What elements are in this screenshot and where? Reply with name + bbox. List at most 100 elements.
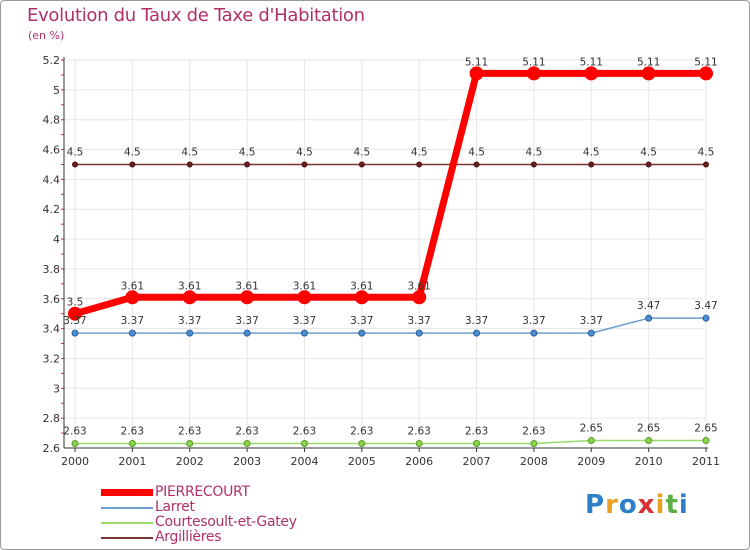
data-label: 4.5 — [239, 146, 256, 158]
data-point — [530, 440, 538, 448]
proxiti-logo: Proxiti — [585, 490, 689, 520]
data-label: 2.63 — [235, 426, 258, 438]
data-point — [641, 66, 656, 81]
data-label: 4.5 — [526, 146, 543, 158]
data-point — [588, 161, 595, 168]
legend-swatch — [101, 536, 153, 539]
x-tick-label: 2007 — [463, 455, 491, 468]
y-tick-label: 3.2 — [43, 352, 61, 365]
logo-letter: t — [665, 490, 679, 520]
logo-letter: r — [605, 490, 619, 520]
data-label: 2.63 — [178, 426, 201, 438]
series-line-2 — [75, 439, 706, 445]
logo-letter: o — [618, 490, 638, 520]
x-tick-label: 2004 — [290, 455, 318, 468]
y-tick-label: 5 — [53, 84, 60, 97]
y-tick-label: 5.2 — [43, 54, 61, 67]
data-point — [587, 437, 595, 445]
legend-label: Courtesoult-et-Gatey — [155, 514, 297, 530]
data-label: 5.11 — [522, 56, 545, 68]
data-point — [243, 329, 251, 337]
data-point — [358, 440, 366, 448]
data-point — [354, 290, 369, 305]
legend-item: Larret — [101, 500, 297, 515]
y-tick-label: 3 — [53, 382, 60, 395]
data-point — [358, 161, 365, 168]
data-point — [128, 329, 136, 337]
data-label: 2.63 — [465, 426, 488, 438]
legend-swatch — [101, 506, 153, 509]
y-tick-label: 2.6 — [43, 442, 61, 455]
data-label: 3.61 — [293, 280, 316, 292]
data-point — [71, 440, 79, 448]
data-point — [71, 329, 79, 337]
x-tick-label: 2011 — [692, 455, 720, 468]
data-point — [240, 290, 255, 305]
logo-letter: x — [637, 490, 656, 520]
data-point — [297, 290, 312, 305]
data-point — [415, 440, 423, 448]
y-tick-label: 4.6 — [43, 144, 61, 157]
data-label: 4.5 — [640, 146, 657, 158]
data-label: 5.11 — [580, 56, 603, 68]
x-tick-label: 2006 — [405, 455, 433, 468]
data-point — [300, 329, 308, 337]
data-point — [301, 161, 308, 168]
legend-item: Argillières — [101, 530, 297, 545]
data-label: 3.61 — [350, 280, 373, 292]
data-point — [415, 329, 423, 337]
data-point — [243, 440, 251, 448]
data-label: 4.5 — [698, 146, 715, 158]
y-tick-label: 3.6 — [43, 293, 61, 306]
data-labels: 4.5 4.5 4.5 4.5 4.5 4.5 4.5 4.5 4.5 4.5 4.5 4.5 2.63… — [63, 56, 717, 437]
series-line-1 — [75, 317, 706, 334]
legend-swatch — [101, 489, 153, 496]
series-line-0 — [74, 69, 706, 318]
data-point — [645, 314, 653, 322]
data-label: 5.11 — [694, 56, 717, 68]
chart-subtitle: (en %) — [28, 29, 65, 42]
data-label: 5.11 — [637, 56, 660, 68]
legend-label: Argillières — [155, 529, 222, 545]
data-label: 4.5 — [296, 146, 313, 158]
data-label: 4.5 — [353, 146, 370, 158]
y-tick-label: 3.8 — [43, 263, 61, 276]
data-label: 2.63 — [407, 426, 430, 438]
legend-swatch — [101, 521, 153, 524]
data-point — [186, 440, 194, 448]
axes: 5.2 5 4.8 4.6 4.4 4.2 4 3.8 3.6 3.4 3.2 3 2.8 2.62000… — [43, 54, 721, 468]
data-label: 3.37 — [465, 315, 488, 327]
data-label: 3.47 — [637, 300, 660, 312]
y-tick-label: 4.4 — [43, 173, 61, 186]
y-tick-label: 2.8 — [43, 412, 61, 425]
data-label: 3.37 — [178, 315, 201, 327]
data-point — [358, 329, 366, 337]
legend-item: Courtesoult-et-Gatey — [101, 515, 297, 530]
data-point — [473, 329, 481, 337]
data-point — [68, 306, 82, 321]
data-label: 2.65 — [580, 423, 603, 435]
data-label: 4.5 — [468, 146, 485, 158]
data-label: 3.5 — [67, 297, 84, 309]
data-label: 3.37 — [235, 315, 258, 327]
data-label: 2.63 — [63, 426, 86, 438]
data-label: 2.63 — [350, 426, 373, 438]
grid — [64, 59, 707, 449]
legend-label: Larret — [155, 499, 195, 515]
data-label: 3.61 — [235, 280, 258, 292]
data-point — [530, 161, 537, 168]
data-point — [473, 161, 480, 168]
x-tick-label: 2001 — [118, 455, 146, 468]
data-label: 3.47 — [694, 300, 717, 312]
data-point — [186, 329, 194, 337]
data-label: 2.65 — [694, 423, 717, 435]
data-point — [416, 161, 423, 168]
data-point — [645, 437, 653, 445]
legend: PIERRECOURT Larret Courtesoult-et-Gatey Arg… — [101, 485, 297, 545]
data-label: 2.65 — [637, 423, 660, 435]
data-point — [702, 437, 710, 445]
data-point — [526, 66, 541, 81]
data-label: 3.37 — [580, 315, 603, 327]
data-point — [702, 314, 710, 322]
